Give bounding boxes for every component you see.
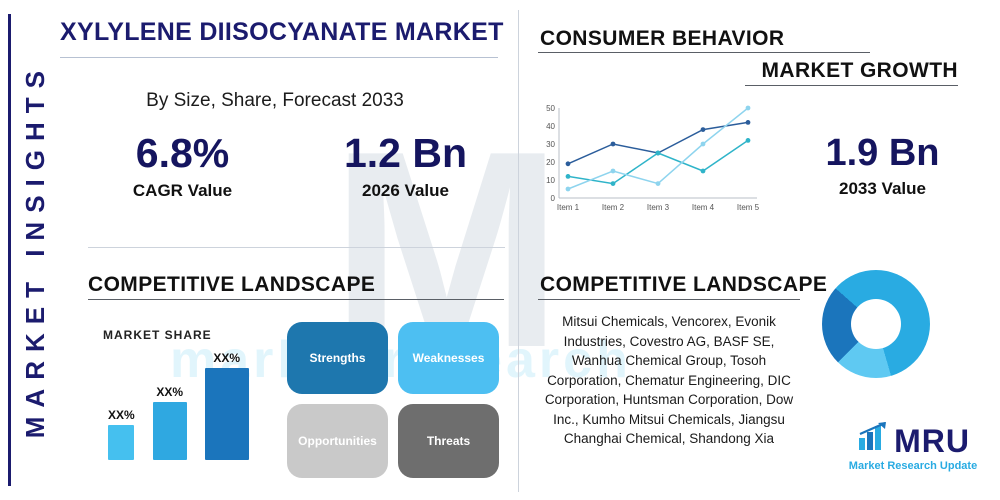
bar-column: XX% xyxy=(108,408,135,460)
swot-opportunities-label: Opportunities xyxy=(298,434,377,448)
bar xyxy=(152,402,187,460)
swot-weaknesses-label: Weaknesses xyxy=(412,351,485,365)
competitive-landscape-left-underline xyxy=(88,299,504,300)
svg-text:50: 50 xyxy=(546,104,555,113)
svg-text:20: 20 xyxy=(546,158,555,167)
bar-column: XX% xyxy=(204,351,249,460)
market-share-label: MARKET SHARE xyxy=(103,328,212,342)
svg-text:Item 3: Item 3 xyxy=(647,203,670,212)
donut-hole xyxy=(851,299,901,349)
mru-logo-tagline: Market Research Update xyxy=(848,460,978,472)
bar-value-label: XX% xyxy=(108,408,135,422)
competitive-landscape-left-heading: COMPETITIVE LANDSCAPE xyxy=(88,273,376,296)
bar-value-label: XX% xyxy=(156,385,184,399)
companies-list: Mitsui Chemicals, Vencorex, Evonik Indus… xyxy=(544,314,794,447)
stat-2026: 1.2 Bn 2026 Value xyxy=(318,130,493,201)
bar-column: XX% xyxy=(152,385,187,460)
mru-logo-chart-icon xyxy=(856,420,890,457)
svg-text:40: 40 xyxy=(546,122,555,131)
label-2026: 2026 Value xyxy=(362,181,449,200)
swot-strengths-label: Strengths xyxy=(309,351,366,365)
svg-text:Item 5: Item 5 xyxy=(737,203,760,212)
swot-grid: Strengths Weaknesses Opportunities Threa… xyxy=(287,322,499,478)
donut-chart xyxy=(822,270,930,378)
svg-text:Item 1: Item 1 xyxy=(557,203,580,212)
left-vertical-rule xyxy=(8,14,11,486)
market-growth-heading: MARKET GROWTH xyxy=(761,59,958,82)
swot-card: Strengths xyxy=(287,322,388,394)
svg-text:0: 0 xyxy=(551,194,556,203)
consumer-behavior-underline xyxy=(538,52,870,53)
title-underline xyxy=(60,57,498,58)
competitive-landscape-right-heading: COMPETITIVE LANDSCAPE xyxy=(540,273,828,296)
sidebar-vertical-label: MARKET INSIGHTS xyxy=(20,61,50,439)
horizontal-divider xyxy=(88,247,505,248)
value-2026: 1.2 Bn xyxy=(343,130,468,176)
swot-threats-label: Threats xyxy=(426,434,471,448)
page-title: XYLYLENE DIISOCYANATE MARKET xyxy=(60,18,504,46)
label-2033: 2033 Value xyxy=(839,179,926,198)
consumer-behavior-chart: 0 10 20 30 40 50 Item 1 Item 2 Item 3 Item 4 Item … xyxy=(533,102,773,224)
cagr-value: 6.8% xyxy=(135,130,230,176)
bar xyxy=(204,368,249,460)
stat-cagr: 6.8% CAGR Value xyxy=(100,130,265,201)
svg-text:10: 10 xyxy=(546,176,555,185)
competitive-landscape-right-underline xyxy=(538,299,800,300)
svg-text:30: 30 xyxy=(546,140,555,149)
swot-card: Opportunities xyxy=(287,404,388,478)
svg-text:Item 4: Item 4 xyxy=(692,203,715,212)
stat-2033: 1.9 Bn 2033 Value xyxy=(800,132,965,199)
market-growth-underline xyxy=(745,85,958,86)
mru-logo: MRU Market Research Update xyxy=(838,420,988,472)
cagr-label: CAGR Value xyxy=(132,181,233,200)
mru-logo-text: MRU xyxy=(894,423,970,459)
swot-card: Threats xyxy=(398,404,499,478)
sidebar: MARKET INSIGHTS xyxy=(20,0,51,500)
page-subtitle: By Size, Share, Forecast 2033 xyxy=(146,90,404,111)
value-2033: 1.9 Bn xyxy=(825,132,940,174)
consumer-behavior-heading: CONSUMER BEHAVIOR xyxy=(540,27,785,50)
svg-text:Item 2: Item 2 xyxy=(602,203,625,212)
market-share-bar-chart: XX% XX% XX% xyxy=(108,350,268,460)
bar xyxy=(108,425,135,460)
vertical-divider xyxy=(518,10,519,492)
swot-card: Weaknesses xyxy=(398,322,499,394)
bar-value-label: XX% xyxy=(213,351,241,365)
